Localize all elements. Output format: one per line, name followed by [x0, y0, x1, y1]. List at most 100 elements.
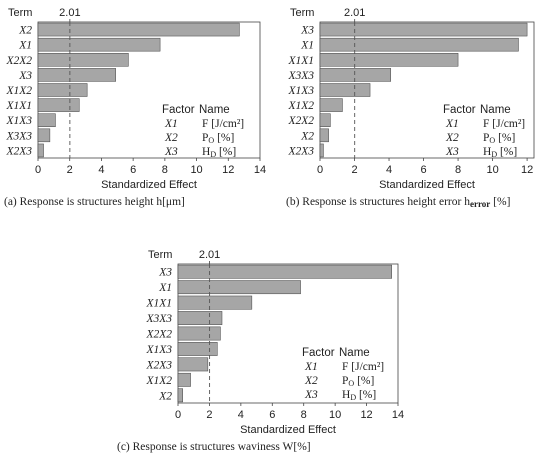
- bar-x3x3: [37, 128, 51, 143]
- legend-name-main: P: [342, 375, 348, 387]
- legend-factor: X1: [164, 118, 178, 130]
- legend-header-name: Name: [480, 104, 511, 116]
- x-tick-label: 2: [351, 164, 357, 176]
- caption-sub: error: [470, 199, 490, 209]
- term-label-x3: X3: [18, 70, 32, 82]
- x-tick-label: 0: [35, 164, 41, 176]
- x-tick-label: 6: [130, 164, 136, 176]
- x-tick-label: 12: [222, 164, 234, 176]
- x-tick-label: 0: [317, 164, 323, 176]
- reference-label: 2.01: [199, 249, 220, 261]
- legend-factor: X3: [445, 146, 459, 158]
- term-label-x2x3: X2X3: [5, 145, 32, 157]
- term-header: Term: [290, 7, 314, 19]
- x-tick-label: 12: [521, 164, 533, 176]
- term-label-x1: X1: [18, 40, 32, 52]
- x-tick-label: 4: [238, 409, 244, 421]
- term-label-x1x3: X1X3: [145, 344, 172, 356]
- x-tick-label: 4: [98, 164, 104, 176]
- term-label-x2: X2: [18, 25, 32, 37]
- bar-x1x1: [37, 98, 80, 112]
- term-label-x1x3: X1X3: [287, 85, 314, 97]
- legend-name-sub: D: [210, 150, 216, 159]
- x-tick-label: 14: [254, 164, 266, 176]
- legend-name-sub: D: [491, 150, 497, 159]
- legend-name-rest: [%]: [356, 389, 376, 401]
- legend-name-rest: [%]: [497, 146, 517, 158]
- term-label-x2: X2: [158, 390, 172, 402]
- legend-name-rest: [%]: [214, 132, 234, 144]
- bar-x1: [37, 37, 161, 52]
- legend-factor: X2: [445, 132, 459, 144]
- term-label-x1x2: X1X2: [145, 375, 172, 387]
- bar-x1x3: [319, 83, 371, 97]
- x-tick-label: 6: [420, 164, 426, 176]
- bar-x1x1: [319, 53, 459, 67]
- x-tick-label: 0: [175, 409, 181, 421]
- legend-name-sub: O: [489, 136, 495, 145]
- x-tick-label: 4: [386, 164, 392, 176]
- term-label-x1x1: X1X1: [145, 298, 172, 310]
- bar-x1: [177, 280, 301, 295]
- legend-name: HD [%]: [342, 389, 376, 402]
- bar-x2x3: [319, 143, 324, 158]
- factor-legend: Factor Name X1 F [J/cm²] X2 PO [%] X3 HD [%]: [443, 104, 525, 159]
- legend-name-rest: [%]: [495, 132, 515, 144]
- bar-x1x2: [177, 372, 191, 387]
- legend-header-factor: Factor: [443, 104, 476, 116]
- term-label-x2x2: X2X2: [145, 329, 172, 341]
- factor-legend: Factor Name X1 F [J/cm²] X2 PO [%] X3 HD [%]: [162, 104, 244, 159]
- x-tick-label: 2: [67, 164, 73, 176]
- bar-x2: [37, 22, 240, 37]
- term-label-x3x3: X3X3: [145, 313, 172, 325]
- legend-factor: X2: [304, 375, 318, 387]
- x-axis-label: Standardized Effect: [240, 424, 336, 436]
- legend-factor: X3: [164, 146, 178, 158]
- bar-x1x2: [37, 83, 88, 97]
- legend-factor: X1: [445, 118, 459, 130]
- caption-main: (b) Response is structures height error …: [286, 196, 470, 208]
- term-label-x3x3: X3X3: [5, 130, 32, 142]
- x-tick-label: 14: [392, 409, 404, 421]
- legend-name-main: H: [483, 146, 491, 158]
- legend-name-main: P: [202, 132, 208, 144]
- term-label-x1x1: X1X1: [5, 100, 32, 112]
- term-label-x1: X1: [158, 282, 172, 294]
- bar-x3: [37, 68, 116, 82]
- x-tick-label: 8: [301, 409, 307, 421]
- legend-name-sub: O: [348, 379, 354, 388]
- legend-name-rest: [%]: [216, 146, 236, 158]
- legend-name: F [J/cm²]: [483, 118, 525, 130]
- legend-name-main: H: [202, 146, 210, 158]
- term-header: Term: [8, 7, 32, 19]
- bar-x2: [319, 128, 329, 143]
- term-label-x1x1: X1X1: [287, 55, 314, 67]
- legend-name: F [J/cm²]: [342, 361, 384, 373]
- reference-label: 2.01: [59, 7, 80, 19]
- legend-name-sub: O: [208, 136, 214, 145]
- chart-caption: (c) Response is structures waviness W[%]: [117, 441, 311, 453]
- bar-x3x3: [319, 68, 392, 82]
- x-tick-label: 6: [269, 409, 275, 421]
- legend-name-rest: [%]: [354, 375, 374, 387]
- x-tick-label: 8: [162, 164, 168, 176]
- bar-x2x2: [37, 53, 129, 67]
- term-label-x2x2: X2X2: [5, 55, 32, 67]
- reference-label: 2.01: [344, 7, 365, 19]
- legend-name-main: P: [483, 132, 489, 144]
- term-label-x3: X3: [158, 267, 172, 279]
- bar-x2x3: [177, 357, 209, 372]
- term-label-x2x3: X2X3: [145, 359, 172, 371]
- chart-caption: (b) Response is structures height error …: [286, 196, 510, 209]
- x-tick-label: 10: [190, 164, 202, 176]
- x-axis-label: Standardized Effect: [379, 179, 475, 191]
- term-header: Term: [148, 249, 172, 261]
- term-label-x1: X1: [300, 40, 314, 52]
- bar-x2x2: [319, 113, 331, 127]
- term-label-x3: X3: [300, 25, 314, 37]
- legend-name: PO [%]: [342, 375, 374, 388]
